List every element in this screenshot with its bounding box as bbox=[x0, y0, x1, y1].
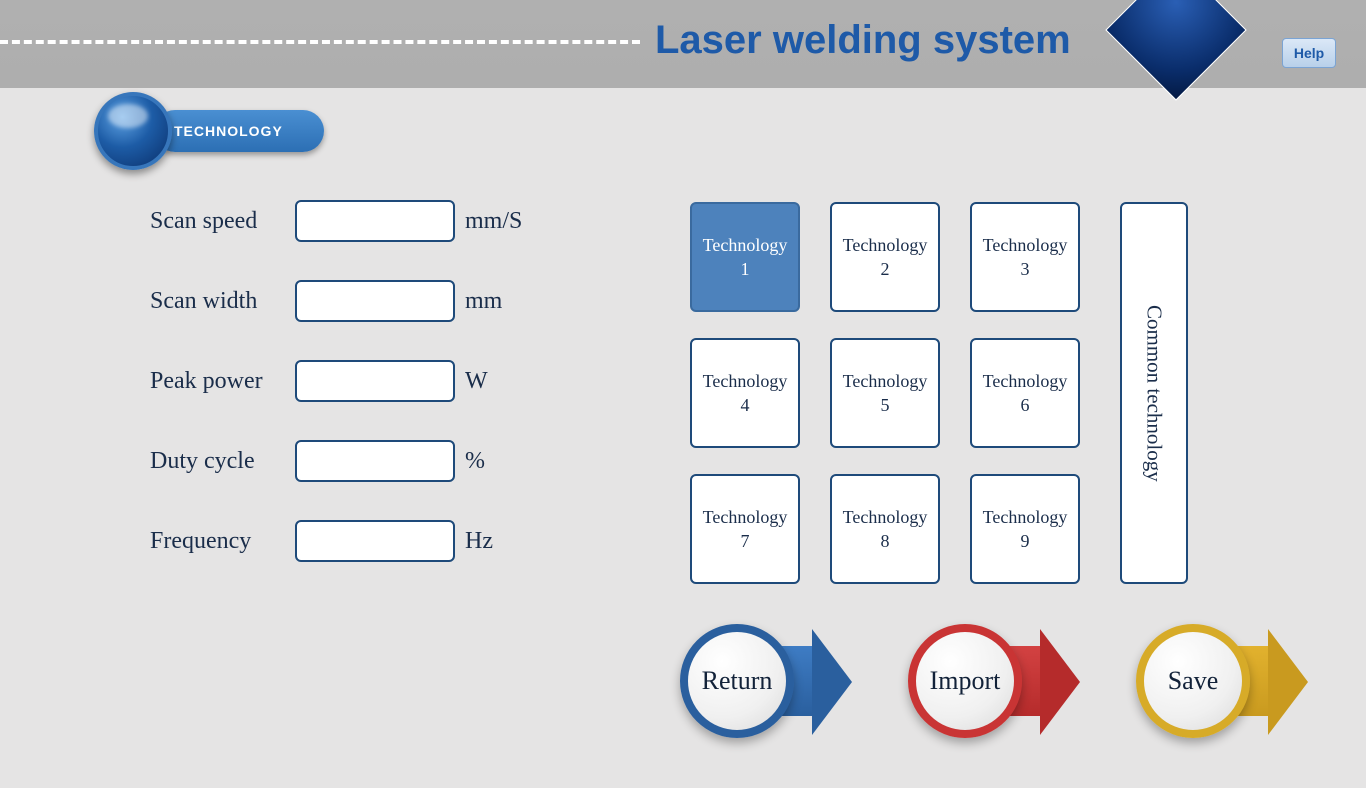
technology-cell-label: Technology bbox=[843, 233, 928, 257]
technology-grid: Technology 1 Technology 2 Technology 3 T… bbox=[690, 202, 1080, 584]
technology-cell-label: Technology bbox=[983, 369, 1068, 393]
param-label: Scan width bbox=[150, 288, 295, 315]
technology-cell-num: 3 bbox=[1021, 257, 1030, 281]
import-button-label: Import bbox=[908, 624, 1022, 738]
technology-button-8[interactable]: Technology 8 bbox=[830, 474, 940, 584]
technology-button-2[interactable]: Technology 2 bbox=[830, 202, 940, 312]
return-button[interactable]: Return bbox=[680, 620, 840, 750]
param-row-scan-speed: Scan speed mm/S bbox=[150, 200, 522, 242]
param-label: Peak power bbox=[150, 368, 295, 395]
param-label: Duty cycle bbox=[150, 448, 295, 475]
technology-cell-num: 1 bbox=[741, 257, 750, 281]
technology-cell-num: 8 bbox=[881, 529, 890, 553]
technology-cell-num: 6 bbox=[1021, 393, 1030, 417]
duty-cycle-input[interactable] bbox=[295, 440, 455, 482]
param-unit: Hz bbox=[465, 528, 493, 555]
action-buttons-row: Return Import Save bbox=[680, 620, 1296, 750]
save-button[interactable]: Save bbox=[1136, 620, 1296, 750]
help-button[interactable]: Help bbox=[1282, 38, 1336, 68]
param-unit: W bbox=[465, 368, 488, 395]
technology-cell-label: Technology bbox=[983, 233, 1068, 257]
technology-cell-label: Technology bbox=[703, 369, 788, 393]
technology-button-5[interactable]: Technology 5 bbox=[830, 338, 940, 448]
technology-cell-num: 2 bbox=[881, 257, 890, 281]
technology-cell-num: 9 bbox=[1021, 529, 1030, 553]
param-row-scan-width: Scan width mm bbox=[150, 280, 522, 322]
technology-button-3[interactable]: Technology 3 bbox=[970, 202, 1080, 312]
corner-decoration bbox=[1096, 0, 1256, 140]
param-unit: mm bbox=[465, 288, 502, 315]
scan-speed-input[interactable] bbox=[295, 200, 455, 242]
scan-width-input[interactable] bbox=[295, 280, 455, 322]
param-label: Scan speed bbox=[150, 208, 295, 235]
system-title: Laser welding system bbox=[655, 18, 1071, 63]
header-dashed-rule bbox=[0, 40, 640, 44]
technology-badge: TECHNOLOGY bbox=[94, 92, 324, 170]
technology-button-6[interactable]: Technology 6 bbox=[970, 338, 1080, 448]
param-row-peak-power: Peak power W bbox=[150, 360, 522, 402]
technology-button-1[interactable]: Technology 1 bbox=[690, 202, 800, 312]
save-button-label: Save bbox=[1136, 624, 1250, 738]
import-button[interactable]: Import bbox=[908, 620, 1068, 750]
parameters-panel: Scan speed mm/S Scan width mm Peak power… bbox=[150, 200, 522, 600]
arrow-right-head-icon bbox=[812, 629, 852, 735]
technology-badge-pill: TECHNOLOGY bbox=[154, 110, 324, 152]
technology-button-4[interactable]: Technology 4 bbox=[690, 338, 800, 448]
technology-cell-label: Technology bbox=[983, 505, 1068, 529]
globe-icon bbox=[94, 92, 172, 170]
param-row-frequency: Frequency Hz bbox=[150, 520, 522, 562]
technology-cell-num: 4 bbox=[741, 393, 750, 417]
technology-badge-label: TECHNOLOGY bbox=[174, 123, 283, 139]
param-label: Frequency bbox=[150, 528, 295, 555]
arrow-right-head-icon bbox=[1040, 629, 1080, 735]
technology-cell-label: Technology bbox=[843, 505, 928, 529]
technology-cell-label: Technology bbox=[843, 369, 928, 393]
param-row-duty-cycle: Duty cycle % bbox=[150, 440, 522, 482]
technology-cell-label: Technology bbox=[703, 233, 788, 257]
technology-button-9[interactable]: Technology 9 bbox=[970, 474, 1080, 584]
technology-button-7[interactable]: Technology 7 bbox=[690, 474, 800, 584]
common-technology-label: Common technology bbox=[1142, 305, 1167, 482]
param-unit: % bbox=[465, 448, 485, 475]
peak-power-input[interactable] bbox=[295, 360, 455, 402]
technology-cell-num: 7 bbox=[741, 529, 750, 553]
return-button-label: Return bbox=[680, 624, 794, 738]
frequency-input[interactable] bbox=[295, 520, 455, 562]
arrow-right-head-icon bbox=[1268, 629, 1308, 735]
technology-cell-num: 5 bbox=[881, 393, 890, 417]
common-technology-button[interactable]: Common technology bbox=[1120, 202, 1188, 584]
param-unit: mm/S bbox=[465, 208, 522, 235]
technology-cell-label: Technology bbox=[703, 505, 788, 529]
